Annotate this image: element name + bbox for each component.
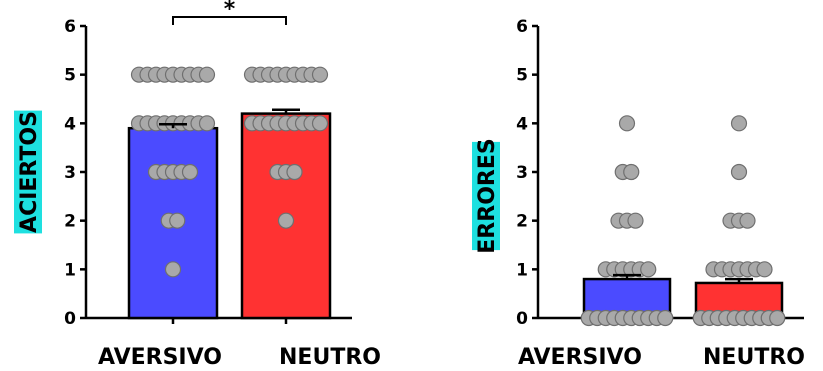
data-point [164,261,182,278]
data-point [623,163,640,181]
y-tick-label: 0 [64,309,76,329]
data-point [657,309,674,327]
significance-marker: * [224,0,236,22]
y-tick-label: 1 [64,260,76,280]
y-axis-label: ACIERTOS [17,111,42,233]
y-tick-label: 6 [516,17,528,37]
y-tick-label: 0 [516,309,528,329]
y-axis-label: ERRORES [475,138,500,253]
y-tick-label: 3 [64,163,76,183]
chart-panel-2: 0 1 2 3 4 5 6 AVERSIVO NEUTRO ERRORES [472,17,805,370]
y-tick-label: 4 [516,114,528,134]
data-point [198,66,216,83]
y-tick-label: 5 [64,66,76,86]
data-point [277,212,295,229]
data-point [311,115,329,132]
y-tick-label: 2 [64,212,76,232]
y-tick-label: 6 [64,17,76,37]
data-point [311,66,329,83]
data-point [730,163,748,181]
data-point [756,261,773,278]
y-axis-label-highlight [14,110,42,234]
x-category-label: NEUTRO [703,345,805,370]
chart-panel-1: 0 1 2 3 4 5 6 * AVERSIVO NEUTRO ACIERTOS [14,0,381,370]
data-point [769,309,786,327]
x-category-label: AVERSIVO [518,345,642,370]
y-tick-label: 5 [516,66,528,86]
y-tick-label: 3 [516,163,528,183]
y-tick-label: 1 [516,260,528,280]
data-point [730,115,748,132]
data-point [181,163,199,181]
x-category-label: NEUTRO [279,345,381,370]
data-point [640,261,657,278]
x-category-label: AVERSIVO [98,345,222,370]
y-axis-label-highlight [472,141,500,251]
data-point [627,212,644,229]
y-axis-label-group: ACIERTOS [14,110,42,234]
data-point [198,115,216,132]
y-axis-label-group: ERRORES [472,138,500,254]
y-tick-label: 4 [64,114,76,134]
data-point [618,115,636,132]
data-point [169,212,186,229]
y-tick-label: 2 [516,212,528,232]
significance-bracket [172,16,287,25]
data-point [286,163,303,181]
data-point [739,212,756,229]
